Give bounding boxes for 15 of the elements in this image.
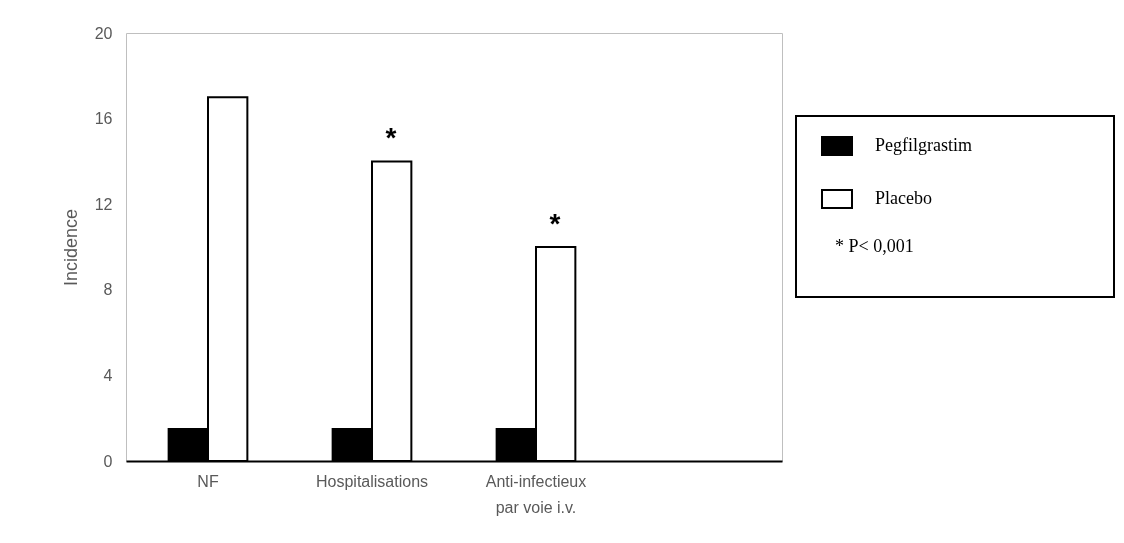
y-axis-title: Incidence: [60, 208, 81, 287]
x-tick-label: Hospitalisations: [315, 472, 429, 490]
y-tick-label: 4: [103, 366, 113, 384]
y-tick-label: 16: [94, 110, 113, 128]
y-tick-label: 0: [103, 452, 113, 470]
y-tick-label: 8: [103, 281, 113, 299]
text: * P< 0,001: [835, 236, 914, 256]
x-tick-label: Anti-infectieux par voie i.v.: [485, 472, 587, 516]
annotation: *: [549, 208, 561, 239]
x-tick-label: NF: [197, 472, 219, 490]
y-tick-label: 12: [94, 195, 113, 213]
legend-label: Placebo: [875, 188, 932, 208]
annotation: *: [385, 122, 397, 154]
y-tick-label: 20: [94, 24, 113, 42]
legend-label: Pegfilgrastim: [875, 135, 972, 155]
